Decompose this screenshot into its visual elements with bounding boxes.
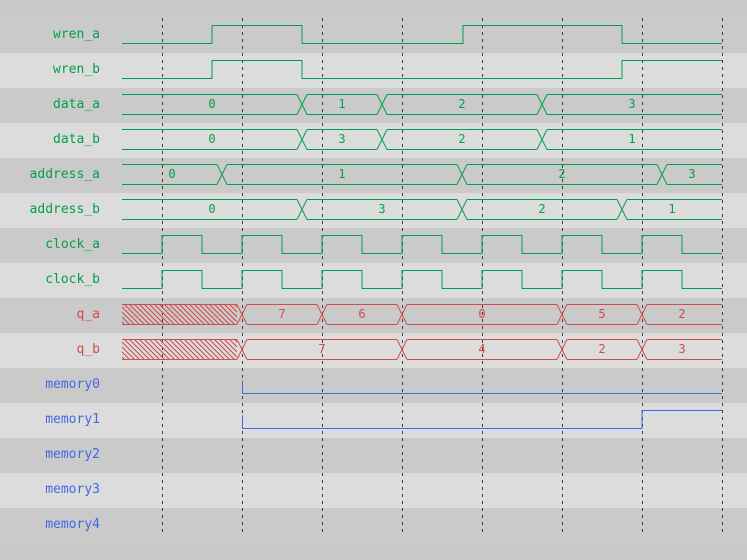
signal-trace bbox=[242, 380, 722, 394]
bus-crossover bbox=[296, 129, 308, 150]
wave-row-memory1 bbox=[0, 403, 747, 438]
signal-label-clock_a[interactable]: clock_a bbox=[45, 237, 100, 252]
wave-row-clock_b bbox=[0, 263, 747, 298]
bus-crossover bbox=[636, 339, 648, 360]
bus-value: 2 bbox=[458, 132, 465, 146]
unknown-value-hatch bbox=[122, 304, 237, 325]
bus-crossover bbox=[376, 129, 388, 150]
signal-label-memory1[interactable]: memory1 bbox=[45, 412, 100, 427]
signal-label-memory4[interactable]: memory4 bbox=[45, 517, 100, 532]
wave-row-data_b bbox=[0, 123, 747, 158]
bus-crossover bbox=[316, 304, 328, 325]
signal-label-wren_a[interactable]: wren_a bbox=[53, 27, 100, 42]
bus-crossover bbox=[296, 94, 308, 115]
bus-value: 5 bbox=[598, 307, 605, 321]
bus-value: 2 bbox=[598, 342, 605, 356]
bus-crossover bbox=[536, 129, 548, 150]
wave-memory0 bbox=[242, 380, 722, 394]
signal-label-memory2[interactable]: memory2 bbox=[45, 447, 100, 462]
signal-label-clock_b[interactable]: clock_b bbox=[45, 272, 100, 287]
signal-trace bbox=[122, 25, 722, 44]
wave-row-memory3 bbox=[0, 473, 747, 508]
signal-label-address_a[interactable]: address_a bbox=[29, 167, 100, 182]
signal-label-q_a[interactable]: q_a bbox=[76, 307, 100, 322]
wave-q_b: 7 4 2 3 bbox=[122, 339, 722, 360]
wave-address_a: 0 1 2 3 bbox=[122, 164, 722, 185]
bus-value: 3 bbox=[628, 97, 635, 111]
bus-value: 2 bbox=[458, 97, 465, 111]
wave-data_a: 0 1 2 3 bbox=[122, 94, 722, 115]
wave-row-clock_a bbox=[0, 228, 747, 263]
bus-value: 6 bbox=[358, 307, 365, 321]
wave-row-memory4 bbox=[0, 508, 747, 543]
bus-crossover bbox=[556, 339, 568, 360]
signal-label-memory0[interactable]: memory0 bbox=[45, 377, 100, 392]
bus-value: 2 bbox=[538, 202, 545, 216]
wave-address_b: 0 3 2 1 bbox=[122, 199, 722, 220]
bus-value: 0 bbox=[478, 307, 485, 321]
wave-memory1 bbox=[242, 410, 722, 429]
bus-value: 0 bbox=[208, 132, 215, 146]
bus-value: 4 bbox=[478, 342, 485, 356]
bus-crossover bbox=[236, 304, 248, 325]
wave-row-memory2 bbox=[0, 438, 747, 473]
bus-value: 3 bbox=[338, 132, 345, 146]
bus-value: 0 bbox=[208, 202, 215, 216]
signal-trace bbox=[122, 60, 722, 79]
signal-trace bbox=[122, 270, 722, 289]
wave-clock_b bbox=[122, 270, 722, 289]
bus-value: 1 bbox=[338, 167, 345, 181]
bus-crossover bbox=[636, 304, 648, 325]
bus-crossover bbox=[616, 199, 628, 220]
signal-trace bbox=[242, 410, 722, 429]
signal-label-wren_b[interactable]: wren_b bbox=[53, 62, 100, 77]
bus-value: 2 bbox=[558, 167, 565, 181]
wave-clock_a bbox=[122, 235, 722, 254]
wave-data_b: 0 3 2 1 bbox=[122, 129, 722, 150]
signal-label-data_b[interactable]: data_b bbox=[53, 132, 100, 147]
bus-crossover bbox=[456, 199, 468, 220]
wave-wren_a bbox=[122, 25, 722, 44]
bus-crossover bbox=[216, 164, 228, 185]
signal-label-q_b[interactable]: q_b bbox=[76, 342, 100, 357]
bus-value: 1 bbox=[668, 202, 675, 216]
bus-value: 7 bbox=[278, 307, 285, 321]
signal-label-address_b[interactable]: address_b bbox=[29, 202, 100, 217]
bus-crossover bbox=[236, 339, 248, 360]
bus-value: 0 bbox=[168, 167, 175, 181]
bus-value: 7 bbox=[318, 342, 325, 356]
wave-q_a: 7 6 0 5 2 bbox=[122, 304, 722, 325]
bus-value: 1 bbox=[628, 132, 635, 146]
bus-crossover bbox=[456, 164, 468, 185]
bus-value: 2 bbox=[678, 307, 685, 321]
bus-crossover bbox=[656, 164, 668, 185]
bus-value: 1 bbox=[338, 97, 345, 111]
signal-label-memory3[interactable]: memory3 bbox=[45, 482, 100, 497]
wave-row-data_a bbox=[0, 88, 747, 123]
bus-crossover bbox=[536, 94, 548, 115]
bus-crossover bbox=[396, 339, 408, 360]
bus-value: 0 bbox=[208, 97, 215, 111]
bus-crossover bbox=[376, 94, 388, 115]
wave-row-memory0 bbox=[0, 368, 747, 403]
unknown-value-hatch bbox=[122, 339, 237, 360]
wave-wren_b bbox=[122, 60, 722, 79]
bus-value: 3 bbox=[378, 202, 385, 216]
bus-value: 3 bbox=[678, 342, 685, 356]
signal-label-data_a[interactable]: data_a bbox=[53, 97, 100, 112]
wave-row-address_a bbox=[0, 158, 747, 193]
bus-value: 3 bbox=[688, 167, 695, 181]
signal-trace bbox=[122, 235, 722, 254]
bus-crossover bbox=[296, 199, 308, 220]
bus-crossover bbox=[556, 304, 568, 325]
bus-crossover bbox=[396, 304, 408, 325]
